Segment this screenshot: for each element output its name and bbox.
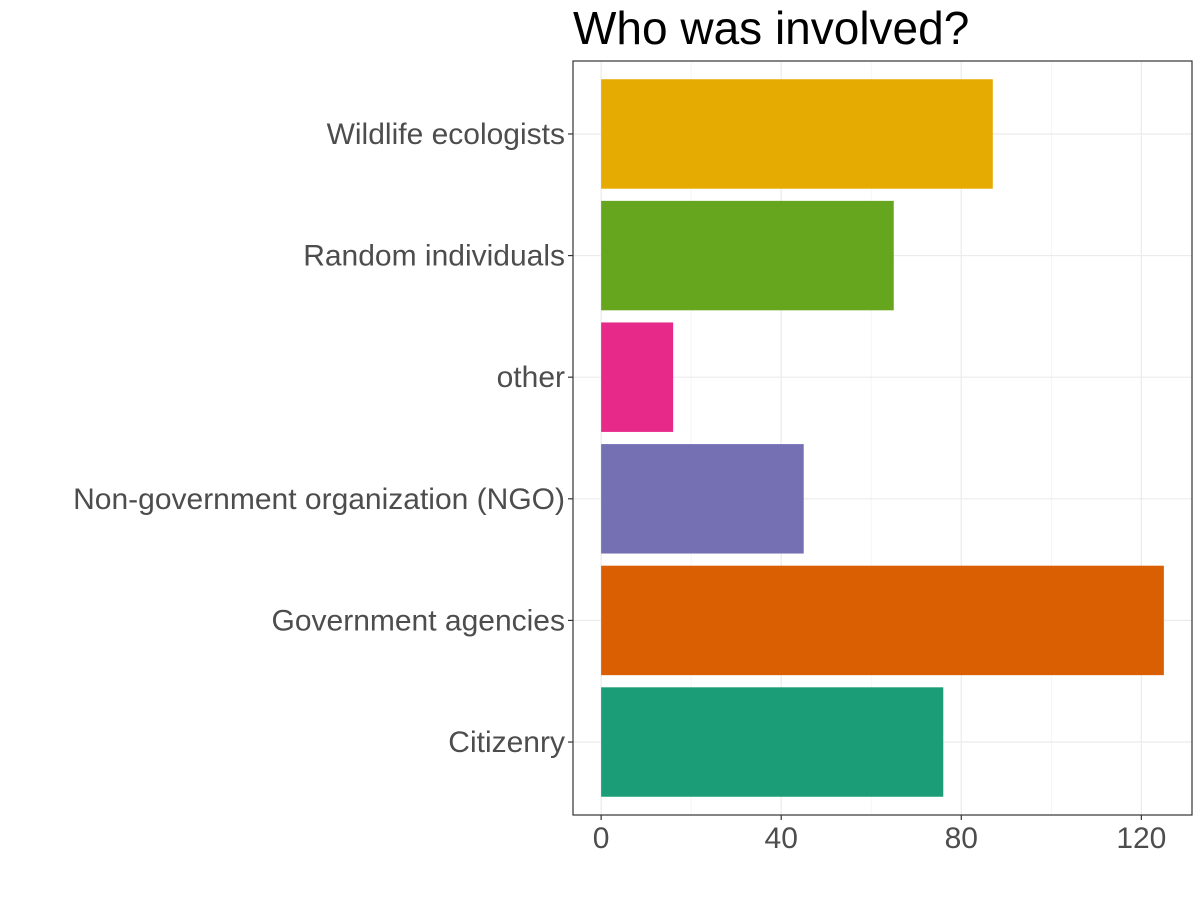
x-tick-label: 40 (765, 822, 798, 855)
bar (601, 322, 674, 432)
category-label: Government agencies (272, 604, 566, 637)
axes: Citizenry Government agencies Non-governme… (73, 118, 1166, 855)
chart-title: Who was involved? (573, 2, 969, 54)
x-tick-label: 120 (1116, 822, 1166, 855)
x-tick-label: 0 (593, 822, 610, 855)
category-label: Non-government organization (NGO) (73, 483, 565, 516)
category-label: Citizenry (448, 726, 565, 759)
category-label: other (497, 361, 565, 394)
bar (601, 444, 804, 554)
panel-border (572, 60, 1193, 816)
bar (601, 687, 944, 797)
bars (601, 79, 1164, 797)
bar (601, 200, 894, 311)
bar (601, 565, 1164, 676)
category-label: Random individuals (303, 240, 565, 273)
category-label: Wildlife ecologists (327, 118, 565, 151)
x-tick-label: 80 (945, 822, 978, 855)
bar (601, 79, 993, 189)
